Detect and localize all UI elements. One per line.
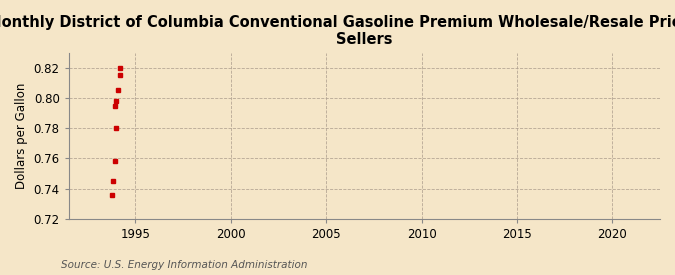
- Title: Monthly District of Columbia Conventional Gasoline Premium Wholesale/Resale Pric: Monthly District of Columbia Conventiona…: [0, 15, 675, 47]
- Y-axis label: Dollars per Gallon: Dollars per Gallon: [15, 82, 28, 189]
- Text: Source: U.S. Energy Information Administration: Source: U.S. Energy Information Administ…: [61, 260, 307, 270]
